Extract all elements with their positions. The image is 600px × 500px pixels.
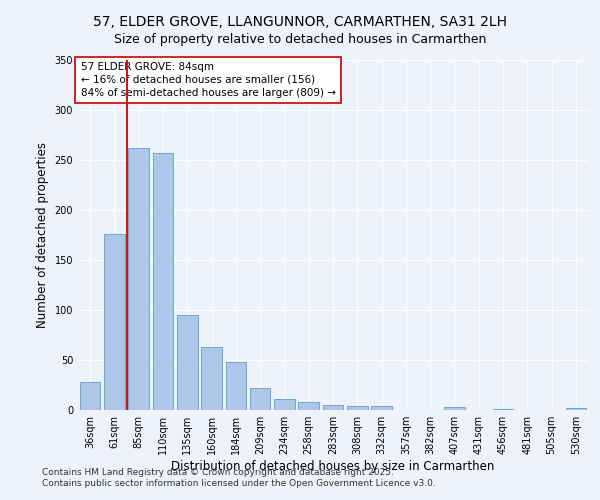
Bar bbox=[177, 315, 197, 410]
Bar bbox=[347, 406, 368, 410]
Bar bbox=[274, 399, 295, 410]
Bar bbox=[80, 382, 100, 410]
Bar bbox=[128, 148, 149, 410]
Y-axis label: Number of detached properties: Number of detached properties bbox=[36, 142, 49, 328]
Text: Contains HM Land Registry data © Crown copyright and database right 2025.
Contai: Contains HM Land Registry data © Crown c… bbox=[42, 468, 436, 487]
Bar bbox=[226, 362, 246, 410]
X-axis label: Distribution of detached houses by size in Carmarthen: Distribution of detached houses by size … bbox=[172, 460, 494, 473]
Bar bbox=[566, 408, 586, 410]
Bar bbox=[371, 406, 392, 410]
Bar bbox=[493, 409, 514, 410]
Bar bbox=[201, 347, 222, 410]
Text: Size of property relative to detached houses in Carmarthen: Size of property relative to detached ho… bbox=[114, 32, 486, 46]
Bar bbox=[444, 407, 465, 410]
Text: 57, ELDER GROVE, LLANGUNNOR, CARMARTHEN, SA31 2LH: 57, ELDER GROVE, LLANGUNNOR, CARMARTHEN,… bbox=[93, 15, 507, 29]
Bar bbox=[323, 405, 343, 410]
Bar bbox=[104, 234, 125, 410]
Text: 57 ELDER GROVE: 84sqm
← 16% of detached houses are smaller (156)
84% of semi-det: 57 ELDER GROVE: 84sqm ← 16% of detached … bbox=[80, 62, 335, 98]
Bar bbox=[152, 153, 173, 410]
Bar bbox=[298, 402, 319, 410]
Bar bbox=[250, 388, 271, 410]
